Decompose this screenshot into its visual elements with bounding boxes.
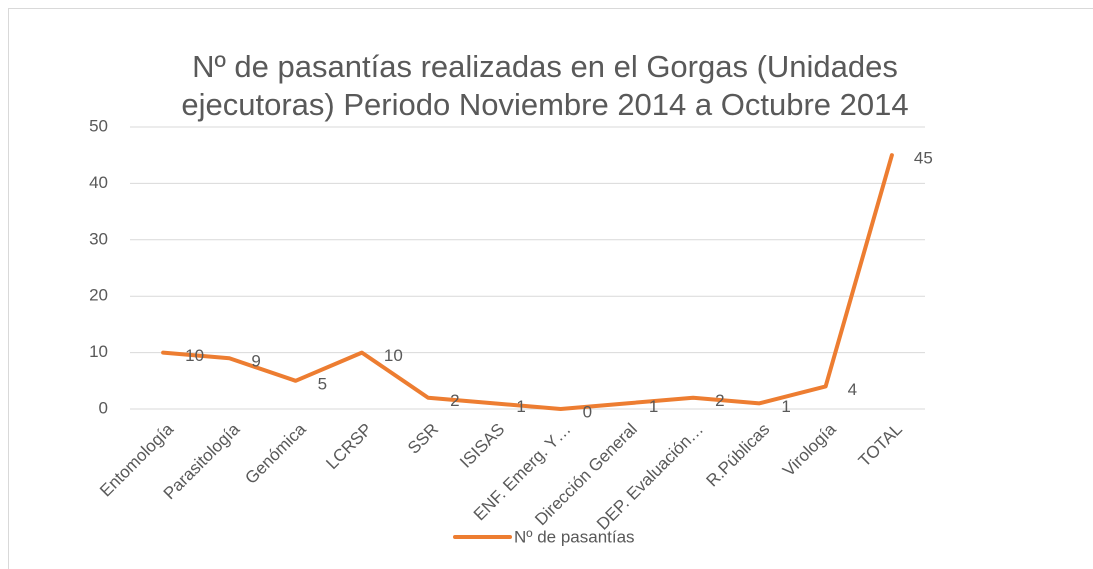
data-label: 0 [583,402,592,421]
data-label: 9 [251,352,260,371]
data-label: 45 [914,149,933,168]
y-tick-label: 40 [89,173,108,192]
data-label: 4 [848,380,857,399]
y-tick-label: 0 [99,398,108,417]
chart-title: Nº de pasantías realizadas en el Gorgas … [181,49,909,122]
data-label: 1 [649,397,658,416]
legend-label: Nº de pasantías [514,527,635,546]
data-label: 2 [450,391,459,410]
y-tick-label: 50 [89,116,108,135]
y-tick-label: 20 [89,286,108,305]
data-label: 5 [318,374,327,393]
data-label: 10 [185,346,204,365]
line [161,153,894,411]
data-label: 10 [384,346,403,365]
y-tick-label: 10 [89,342,108,361]
chart-border [8,8,1093,569]
y-tick-label: 30 [89,229,108,248]
data-label: 2 [715,391,724,410]
data-label: 1 [781,397,790,416]
data-label: 1 [516,397,525,416]
